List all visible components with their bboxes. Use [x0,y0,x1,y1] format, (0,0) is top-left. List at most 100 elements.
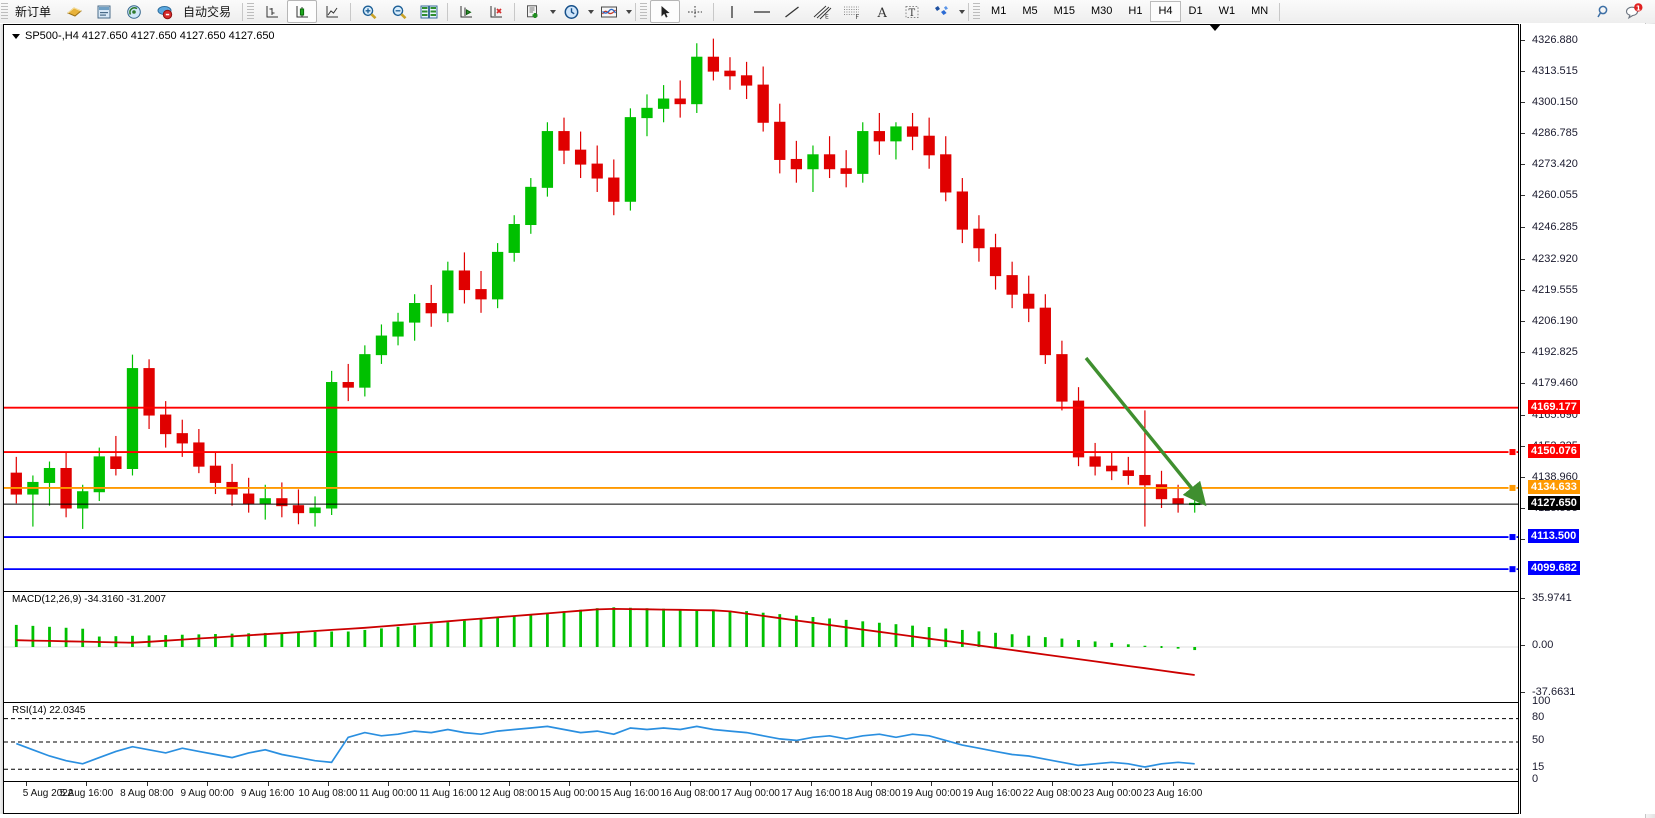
autotrading-button[interactable]: 自动交易 [179,0,239,23]
text-icon[interactable]: A [867,0,897,23]
macd-histogram-bar [612,607,616,647]
timeframe-d1[interactable]: D1 [1188,5,1203,17]
time-axis-tick-3: 9 Aug 00:00 [180,788,234,799]
candle-body [857,131,869,174]
market-watch-icon[interactable] [149,0,179,23]
period-icon[interactable] [556,0,586,23]
candle-body [1106,465,1118,472]
trendline-icon[interactable] [777,0,807,23]
timeframe-mn[interactable]: MN [1251,5,1269,17]
search-icon[interactable] [1589,0,1619,23]
timeframe-h1[interactable]: H1 [1128,5,1143,17]
time-axis-tick-0: 5 Aug 2022 [22,788,74,799]
auto-scroll-icon[interactable] [481,0,511,23]
chart-header-text: SP500-,H4 4127.650 4127.650 4127.650 412… [25,30,275,42]
equidistant-channel-icon[interactable]: E [807,0,837,23]
candle-body [558,131,570,151]
candle-body [276,498,288,507]
candle-body [408,303,421,323]
candlestick-chart-icon[interactable] [287,0,318,23]
toolbar-grip-2[interactable] [247,3,255,20]
time-axis-tick-7: 11 Aug 16:00 [419,788,478,799]
macd-histogram-bar [346,631,350,647]
price-axis-tickmark [1521,71,1525,73]
candle-body [126,368,139,469]
cursor-icon[interactable] [650,0,681,23]
price-levels-layer [4,406,1518,574]
navigator-icon[interactable] [119,0,149,23]
timeframe-m1[interactable]: M1 [991,5,1007,17]
templates-icon[interactable] [518,0,548,23]
hline-icon[interactable] [747,0,777,23]
alerts-icon[interactable]: 1 [1619,0,1649,23]
timeframe-m30[interactable]: M30 [1091,5,1113,17]
candle-body [1122,470,1134,476]
time-axis-tick-17: 22 Aug 08:00 [1022,788,1082,799]
macd-histogram-bar [230,633,234,647]
toolbar-grip-3[interactable] [640,3,648,20]
period-dropdown-caret[interactable] [588,9,595,14]
rsi-plot-layer [4,718,1518,770]
price-level-tag-pivot-level[interactable]: 4134.633 [1528,479,1580,494]
time-axis[interactable]: 5 Aug 2022 5 Aug 16:00 8 Aug 08:00 9 Aug 00… [4,781,1518,815]
timeframe-h4[interactable]: H4 [1150,1,1181,22]
indicators-dropdown-caret[interactable] [626,9,633,14]
toolbar-grip-4[interactable] [973,3,981,20]
toolbar-grip[interactable] [1,3,8,20]
price-pane[interactable] [4,27,1518,587]
candle-body [624,117,637,202]
candle-body [525,186,537,226]
macd-axis-tickmark [1521,598,1525,599]
chart-menu-caret-icon[interactable] [12,33,20,39]
bar-chart-icon[interactable] [257,0,287,23]
macd-histogram-bar [728,610,732,647]
macd-histogram-bar [711,610,715,647]
shapes-dropdown-caret[interactable] [959,9,966,14]
candle-body [807,154,819,170]
candle-body [93,456,105,493]
price-level-tag-resistance-upper[interactable]: 4169.177 [1528,399,1580,414]
line-chart-icon[interactable] [317,0,347,23]
crosshair-icon[interactable] [680,0,710,23]
rsi-pane[interactable]: RSI(14) 22.0345 [4,702,1518,781]
macd-axis-tick-0: 35.9741 [1532,592,1572,604]
macd-histogram-bar [695,609,699,647]
rsi-axis-tick-0: 100 [1532,695,1551,707]
shapes-icon[interactable] [927,0,957,23]
vline-icon[interactable] [717,0,747,23]
zoom-out-icon[interactable] [384,0,414,23]
down-trend-arrow[interactable] [4,27,1518,587]
macd-histogram-bar [546,612,549,647]
price-level-tag-last-price[interactable]: 4127.650 [1528,496,1580,511]
text-label-icon[interactable]: T [897,0,927,23]
fibonacci-icon[interactable]: F [837,0,867,23]
time-axis-tick-11: 16 Aug 08:00 [660,788,720,799]
macd-histogram-bar [1010,634,1014,647]
price-level-tag-support-upper[interactable]: 4113.500 [1528,529,1580,544]
expert-advisor-icon[interactable] [59,0,89,23]
price-axis[interactable]: 4169.177 4150.076 4134.633 4127.650 4113.500… [1520,24,1655,814]
timeframe-m15[interactable]: M15 [1053,5,1075,17]
rsi-axis-tick-1: 80 [1532,710,1545,723]
candle-body [209,465,222,483]
candle-body [657,98,670,109]
candle-body [724,70,736,77]
macd-histogram-bar [446,622,450,647]
new-order-button[interactable]: 新订单 [11,0,59,23]
chart-plot-area[interactable]: SP500-,H4 4127.650 4127.650 4127.650 412… [3,24,1519,814]
shift-end-icon[interactable] [451,0,481,23]
templates-dropdown-caret[interactable] [550,9,557,14]
macd-pane[interactable]: MACD(12,26,9) -34.3160 -31.2007 [4,591,1518,702]
data-window-icon[interactable] [89,0,119,23]
candle-body [176,433,188,444]
timeframe-m5[interactable]: M5 [1022,5,1038,17]
price-level-tag-support-lower[interactable]: 4099.682 [1528,561,1580,576]
timeframe-w1[interactable]: W1 [1218,5,1236,17]
macd-histogram-bar [479,619,483,647]
tile-windows-icon[interactable] [414,0,444,23]
time-axis-tickmark [1172,782,1174,786]
price-axis-tickmark [1521,164,1525,166]
price-level-tag-resistance-lower[interactable]: 4150.076 [1528,444,1580,459]
zoom-in-icon[interactable] [354,0,384,23]
indicators-icon[interactable] [594,0,624,23]
